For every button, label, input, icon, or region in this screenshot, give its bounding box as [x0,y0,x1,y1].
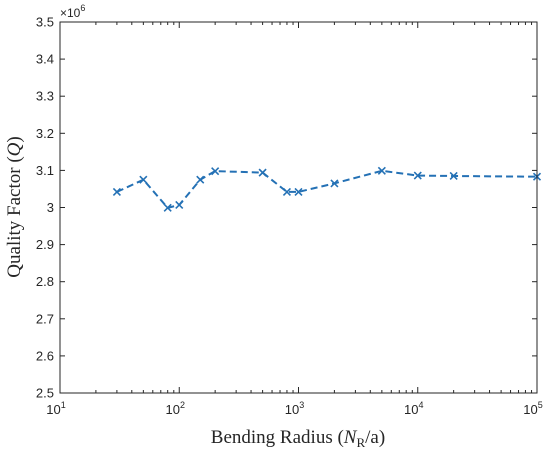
x-tick-label-exp: 3 [299,400,304,410]
y-axis-title-main: Quality Factor ( [4,156,25,277]
data-point-marker [211,167,220,176]
x-tick-label-base: 10 [523,402,537,417]
x-tick-label-exp: 1 [61,400,66,410]
y-tick-label: 3.3 [36,89,54,104]
x-axis-title-tail: /a) [365,427,385,448]
x-axis-title-var: N [343,427,358,448]
series-layer [112,166,542,212]
data-point-marker [258,168,267,177]
y-tick-label: 2.8 [36,274,54,289]
y-axis-title: Quality Factor (Q) [4,136,25,277]
x-tick-label: 102 [166,400,185,417]
data-point-marker [294,187,303,196]
y-axis-title-var: Q [4,142,25,156]
y-tick-label: 3 [47,200,54,215]
data-point-marker [282,187,292,196]
x-tick-label: 105 [523,400,542,417]
x-tick-label-exp: 5 [538,400,543,410]
x-axis-title-sub: R [356,435,365,450]
y-tick-label: 3.5 [36,15,54,30]
data-point-marker [449,171,458,181]
y-tick-label: 2.6 [36,348,54,363]
y-multiplier: ×106 [60,3,85,20]
data-point-marker [112,187,121,196]
data-point-marker [377,166,386,175]
x-tick-label-base: 10 [46,402,60,417]
y-axis-title-tail: ) [4,136,25,142]
x-tick-label-base: 10 [166,402,180,417]
x-tick-label: 101 [46,400,65,417]
x-axis-title-main: Bending Radius ( [211,427,344,448]
y-tick-label: 2.9 [36,237,54,252]
x-axis-title: Bending Radius (NR/a) [211,427,385,450]
data-point-marker [413,171,422,180]
data-point-marker [163,203,172,212]
x-tick-label-base: 10 [285,402,299,417]
data-point-marker [175,200,184,209]
x-tick-label: 103 [285,400,304,417]
data-point-marker [139,175,148,184]
y-tick-label: 3.1 [36,163,54,178]
x-tick-label-exp: 2 [180,400,185,410]
plot-area [60,22,537,393]
y-tick-label: 3.4 [36,52,54,67]
x-tick-label-exp: 4 [418,400,423,410]
y-tick-label: 3.2 [36,126,54,141]
y-multiplier-exp: 6 [80,3,85,13]
series-line [116,169,538,210]
y-tick-label: 2.5 [36,386,54,401]
data-point-marker [330,179,339,188]
y-multiplier-base: ×10 [60,6,81,20]
x-tick-label: 104 [404,400,423,417]
x-tick-label-base: 10 [404,402,418,417]
data-point-marker [196,175,205,184]
y-tick-label: 2.7 [36,311,54,326]
axes-box [59,21,538,394]
